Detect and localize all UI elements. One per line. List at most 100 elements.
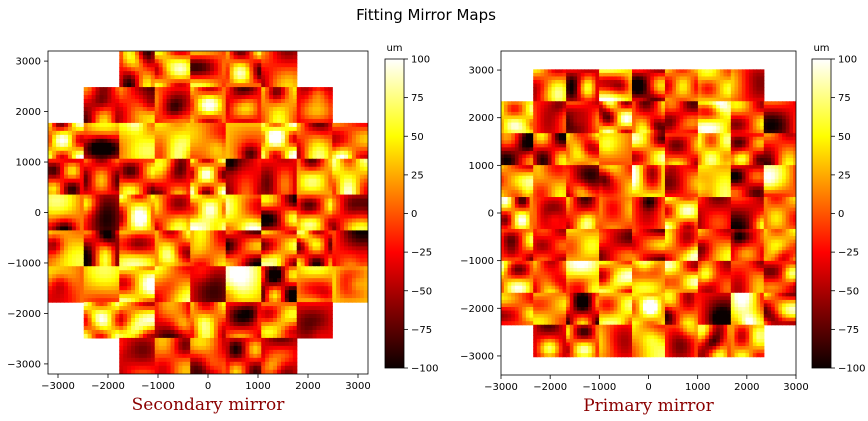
mirror-segment (190, 51, 227, 88)
colorbar-tick-label: −50 (838, 286, 859, 297)
y-tick-label: 0 (488, 209, 494, 220)
colorbar-tick-label: −75 (411, 325, 432, 336)
mirror-segment (119, 51, 156, 88)
colorbar-gradient (811, 58, 832, 369)
mirror-segment (730, 69, 765, 102)
mirror-segment (154, 337, 191, 374)
mirror-segment (501, 197, 534, 230)
mirror-panel-1: −3000 −2000 −1000 0 1000 2000 3000−3000−2000−1… (460, 43, 865, 416)
mirror-segment (632, 101, 666, 134)
mirror-segment (48, 230, 85, 267)
mirror-segment (296, 122, 333, 160)
mirror-segment (48, 122, 85, 160)
mirror-segment (119, 194, 156, 232)
mirror-segment (730, 228, 765, 262)
mirror-segment (261, 122, 298, 160)
mirror-segment (154, 230, 191, 267)
x-tick-label: 2000 (295, 381, 320, 392)
mirror-segment (533, 228, 567, 262)
mirror-segment (119, 158, 156, 196)
mirror-segment (83, 158, 120, 196)
mirror-segment (296, 230, 333, 267)
colorbar-tick-label: 25 (838, 170, 851, 181)
y-tick-label: 0 (35, 208, 41, 219)
mirror-segment (225, 266, 262, 303)
x-tick-label: 3000 (783, 382, 808, 393)
mirror-segment (83, 266, 120, 303)
mirror-segment (83, 230, 120, 267)
x-tick-label: 0 (645, 382, 651, 393)
mirror-segment (664, 324, 699, 358)
x-tick-label: −1000 (582, 382, 616, 393)
mirror-segment (533, 133, 567, 166)
mirror-segment (225, 302, 262, 339)
colorbar-tick-label: 50 (411, 132, 424, 143)
colorbar-label: um (386, 43, 402, 54)
mirror-segment (632, 133, 666, 166)
colorbar-tick-label: 100 (411, 55, 430, 66)
mirror-segment (566, 292, 600, 326)
mirror-segment (730, 292, 765, 326)
mirror-segment (154, 266, 191, 303)
mirror-segment (261, 302, 298, 339)
x-tick-label: −3000 (484, 382, 518, 393)
colorbar-tick-label: 25 (411, 170, 424, 181)
y-tick-label: 1000 (16, 158, 41, 169)
mirror-segment (296, 194, 333, 232)
mirror-segment (763, 165, 796, 198)
mirror-segment (566, 133, 600, 166)
mirror-segment (599, 101, 633, 134)
mirror-segment (225, 87, 262, 124)
colorbar-tick-label: 0 (411, 209, 417, 220)
mirror-segment (697, 165, 732, 198)
x-axis-label: Secondary mirror (132, 395, 286, 415)
mirror-segment (763, 260, 796, 294)
mirror-segment (83, 122, 120, 160)
mirror-segment (119, 266, 156, 303)
x-tick-label: 1000 (245, 381, 270, 392)
mirror-segment (225, 158, 262, 196)
x-tick-label: 1000 (685, 382, 710, 393)
mirror-segment (119, 337, 156, 374)
mirror-segment (566, 165, 600, 198)
mirror-segment (225, 194, 262, 232)
mirror-segment (599, 69, 633, 102)
mirror-segment (730, 197, 765, 230)
mirror-segment (599, 133, 633, 166)
x-tick-label: −2000 (533, 382, 567, 393)
mirror-segment (730, 324, 765, 358)
mirror-segment (599, 165, 633, 198)
mirror-segment (261, 194, 298, 232)
mirror-segment (296, 158, 333, 196)
mirror-segment (119, 230, 156, 267)
mirror-segment (261, 158, 298, 196)
y-tick-label: −3000 (7, 359, 41, 370)
colorbar-tick-label: 0 (838, 209, 844, 220)
mirror-segment (261, 266, 298, 303)
y-tick-label: 3000 (16, 57, 41, 68)
colorbar-tick-label: −75 (838, 325, 859, 336)
mirror-segment (697, 69, 732, 102)
colorbar-tick-label: 75 (838, 93, 851, 104)
x-tick-label: 2000 (734, 382, 759, 393)
mirror-segment (332, 194, 368, 232)
mirror-segment (566, 324, 600, 358)
mirror-segment (501, 101, 534, 134)
mirror-segment (501, 165, 534, 198)
mirror-segment (261, 337, 298, 374)
y-tick-label: 3000 (469, 66, 494, 77)
mirror-segment (697, 197, 732, 230)
mirror-segment (697, 324, 732, 358)
mirror-segment (730, 101, 765, 134)
mirror-segment (154, 122, 191, 160)
mirror-segment (190, 230, 227, 267)
mirror-segment (190, 337, 227, 374)
mirror-segment (763, 101, 796, 134)
mirror-segment (730, 133, 765, 166)
mirror-segment (296, 302, 333, 339)
mirror-segment (533, 292, 567, 326)
colorbar-tick-label: 75 (411, 93, 424, 104)
mirror-segment (225, 51, 262, 88)
y-tick-label: −2000 (7, 309, 41, 320)
